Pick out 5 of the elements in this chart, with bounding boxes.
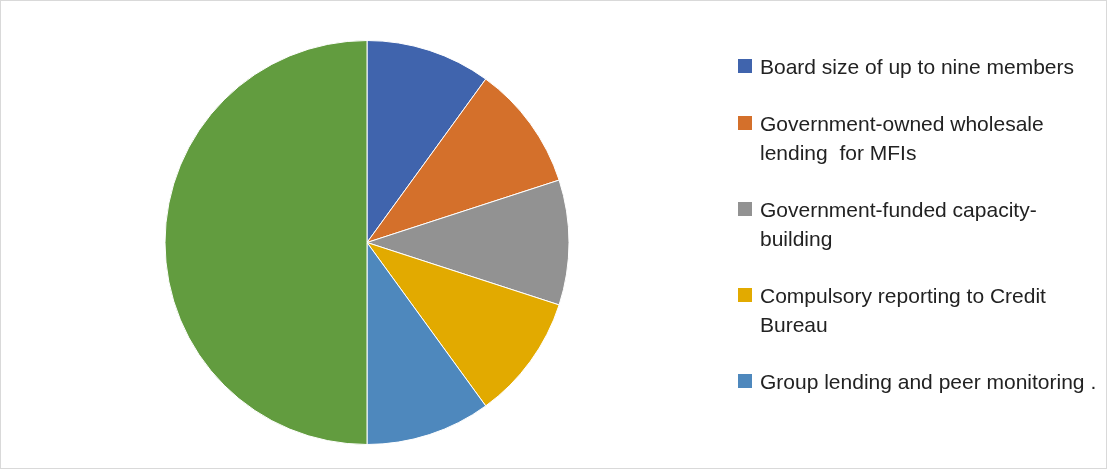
legend-label: Government-owned wholesale lending for MFIs xyxy=(760,111,1045,166)
legend-label: Group lending and peer monitoring . xyxy=(760,369,1097,395)
legend-label: Government-funded capacity-building xyxy=(760,197,1038,252)
legend-label: Board size of up to nine members xyxy=(760,54,1074,80)
legend-label: Compulsory reporting to Credit Bureau xyxy=(760,283,1047,338)
